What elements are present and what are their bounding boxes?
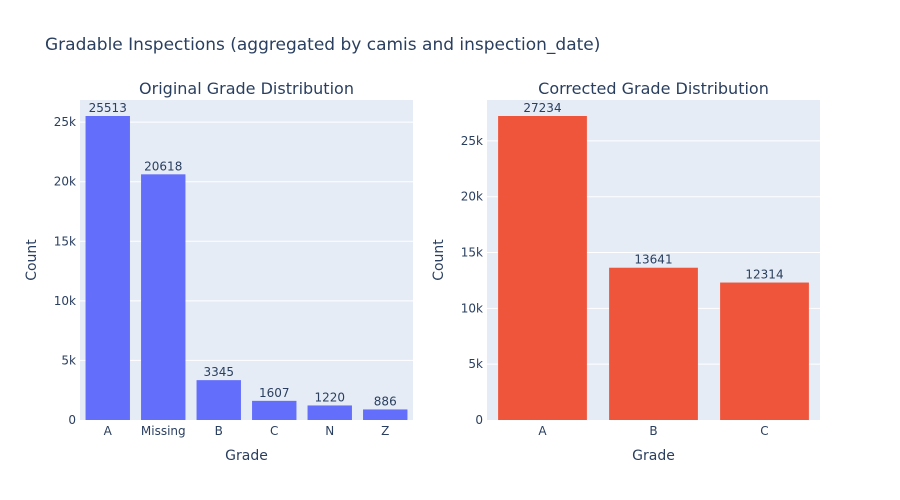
- x-tick-label: Z: [381, 424, 389, 438]
- bar-missing: [141, 174, 186, 420]
- subplot-1: 0 5k 10k 15k 20k 25k 25513 A 20618 Missing 3345 B 16…: [24, 79, 413, 464]
- y-axis-title: Count: [431, 239, 447, 281]
- bar-c: [720, 282, 809, 420]
- y-tick-label: 0: [68, 413, 76, 427]
- data-label: 1607: [259, 386, 290, 400]
- y-tick-label: 20k: [54, 175, 76, 189]
- x-tick-label: B: [649, 424, 657, 438]
- bar-b: [196, 380, 241, 420]
- y-tick-label: 25k: [54, 115, 76, 129]
- bar-n: [307, 405, 352, 420]
- data-label: 886: [374, 394, 397, 408]
- y-tick-label: 10k: [54, 294, 76, 308]
- y-tick-label: 20k: [461, 190, 483, 204]
- x-tick-label: Missing: [141, 424, 186, 438]
- data-label: 25513: [89, 101, 127, 115]
- subplot-title: Original Grade Distribution: [139, 79, 354, 98]
- x-axis-title: Grade: [225, 448, 268, 464]
- y-axis-title: Count: [24, 239, 40, 281]
- x-tick-label: C: [270, 424, 278, 438]
- bar-b: [609, 267, 698, 420]
- subplot-title: Corrected Grade Distribution: [538, 79, 769, 98]
- subplot-2: 0 5k 10k 15k 20k 25k 27234 A 13641 B 12314 C Correct…: [431, 79, 820, 464]
- y-tick-label: 15k: [461, 246, 483, 260]
- x-tick-label: A: [104, 424, 113, 438]
- x-tick-label: C: [760, 424, 768, 438]
- y-tick-label: 5k: [61, 353, 76, 367]
- y-tick-label: 10k: [461, 301, 483, 315]
- y-tick-label: 25k: [461, 134, 483, 148]
- data-label: 3345: [203, 365, 234, 379]
- subplots: 0 5k 10k 15k 20k 25k 25513 A 20618 Missing 3345 B 16…: [24, 79, 820, 464]
- x-tick-label: N: [325, 424, 334, 438]
- data-label: 27234: [523, 101, 561, 115]
- data-label: 1220: [314, 390, 345, 404]
- x-axis-title: Grade: [632, 448, 675, 464]
- plot-background: [80, 100, 413, 420]
- data-label: 13641: [634, 253, 672, 267]
- data-label: 12314: [745, 268, 783, 282]
- data-label: 20618: [144, 159, 182, 173]
- bar-a: [498, 115, 587, 420]
- bar-c: [252, 400, 297, 420]
- x-tick-label: B: [215, 424, 223, 438]
- y-tick-label: 15k: [54, 234, 76, 248]
- bar-z: [363, 409, 408, 420]
- y-tick-label: 0: [475, 413, 483, 427]
- y-tick-label: 5k: [468, 357, 483, 371]
- figure-title: Gradable Inspections (aggregated by cami…: [45, 35, 600, 55]
- bar-a: [85, 116, 130, 420]
- x-tick-label: A: [538, 424, 547, 438]
